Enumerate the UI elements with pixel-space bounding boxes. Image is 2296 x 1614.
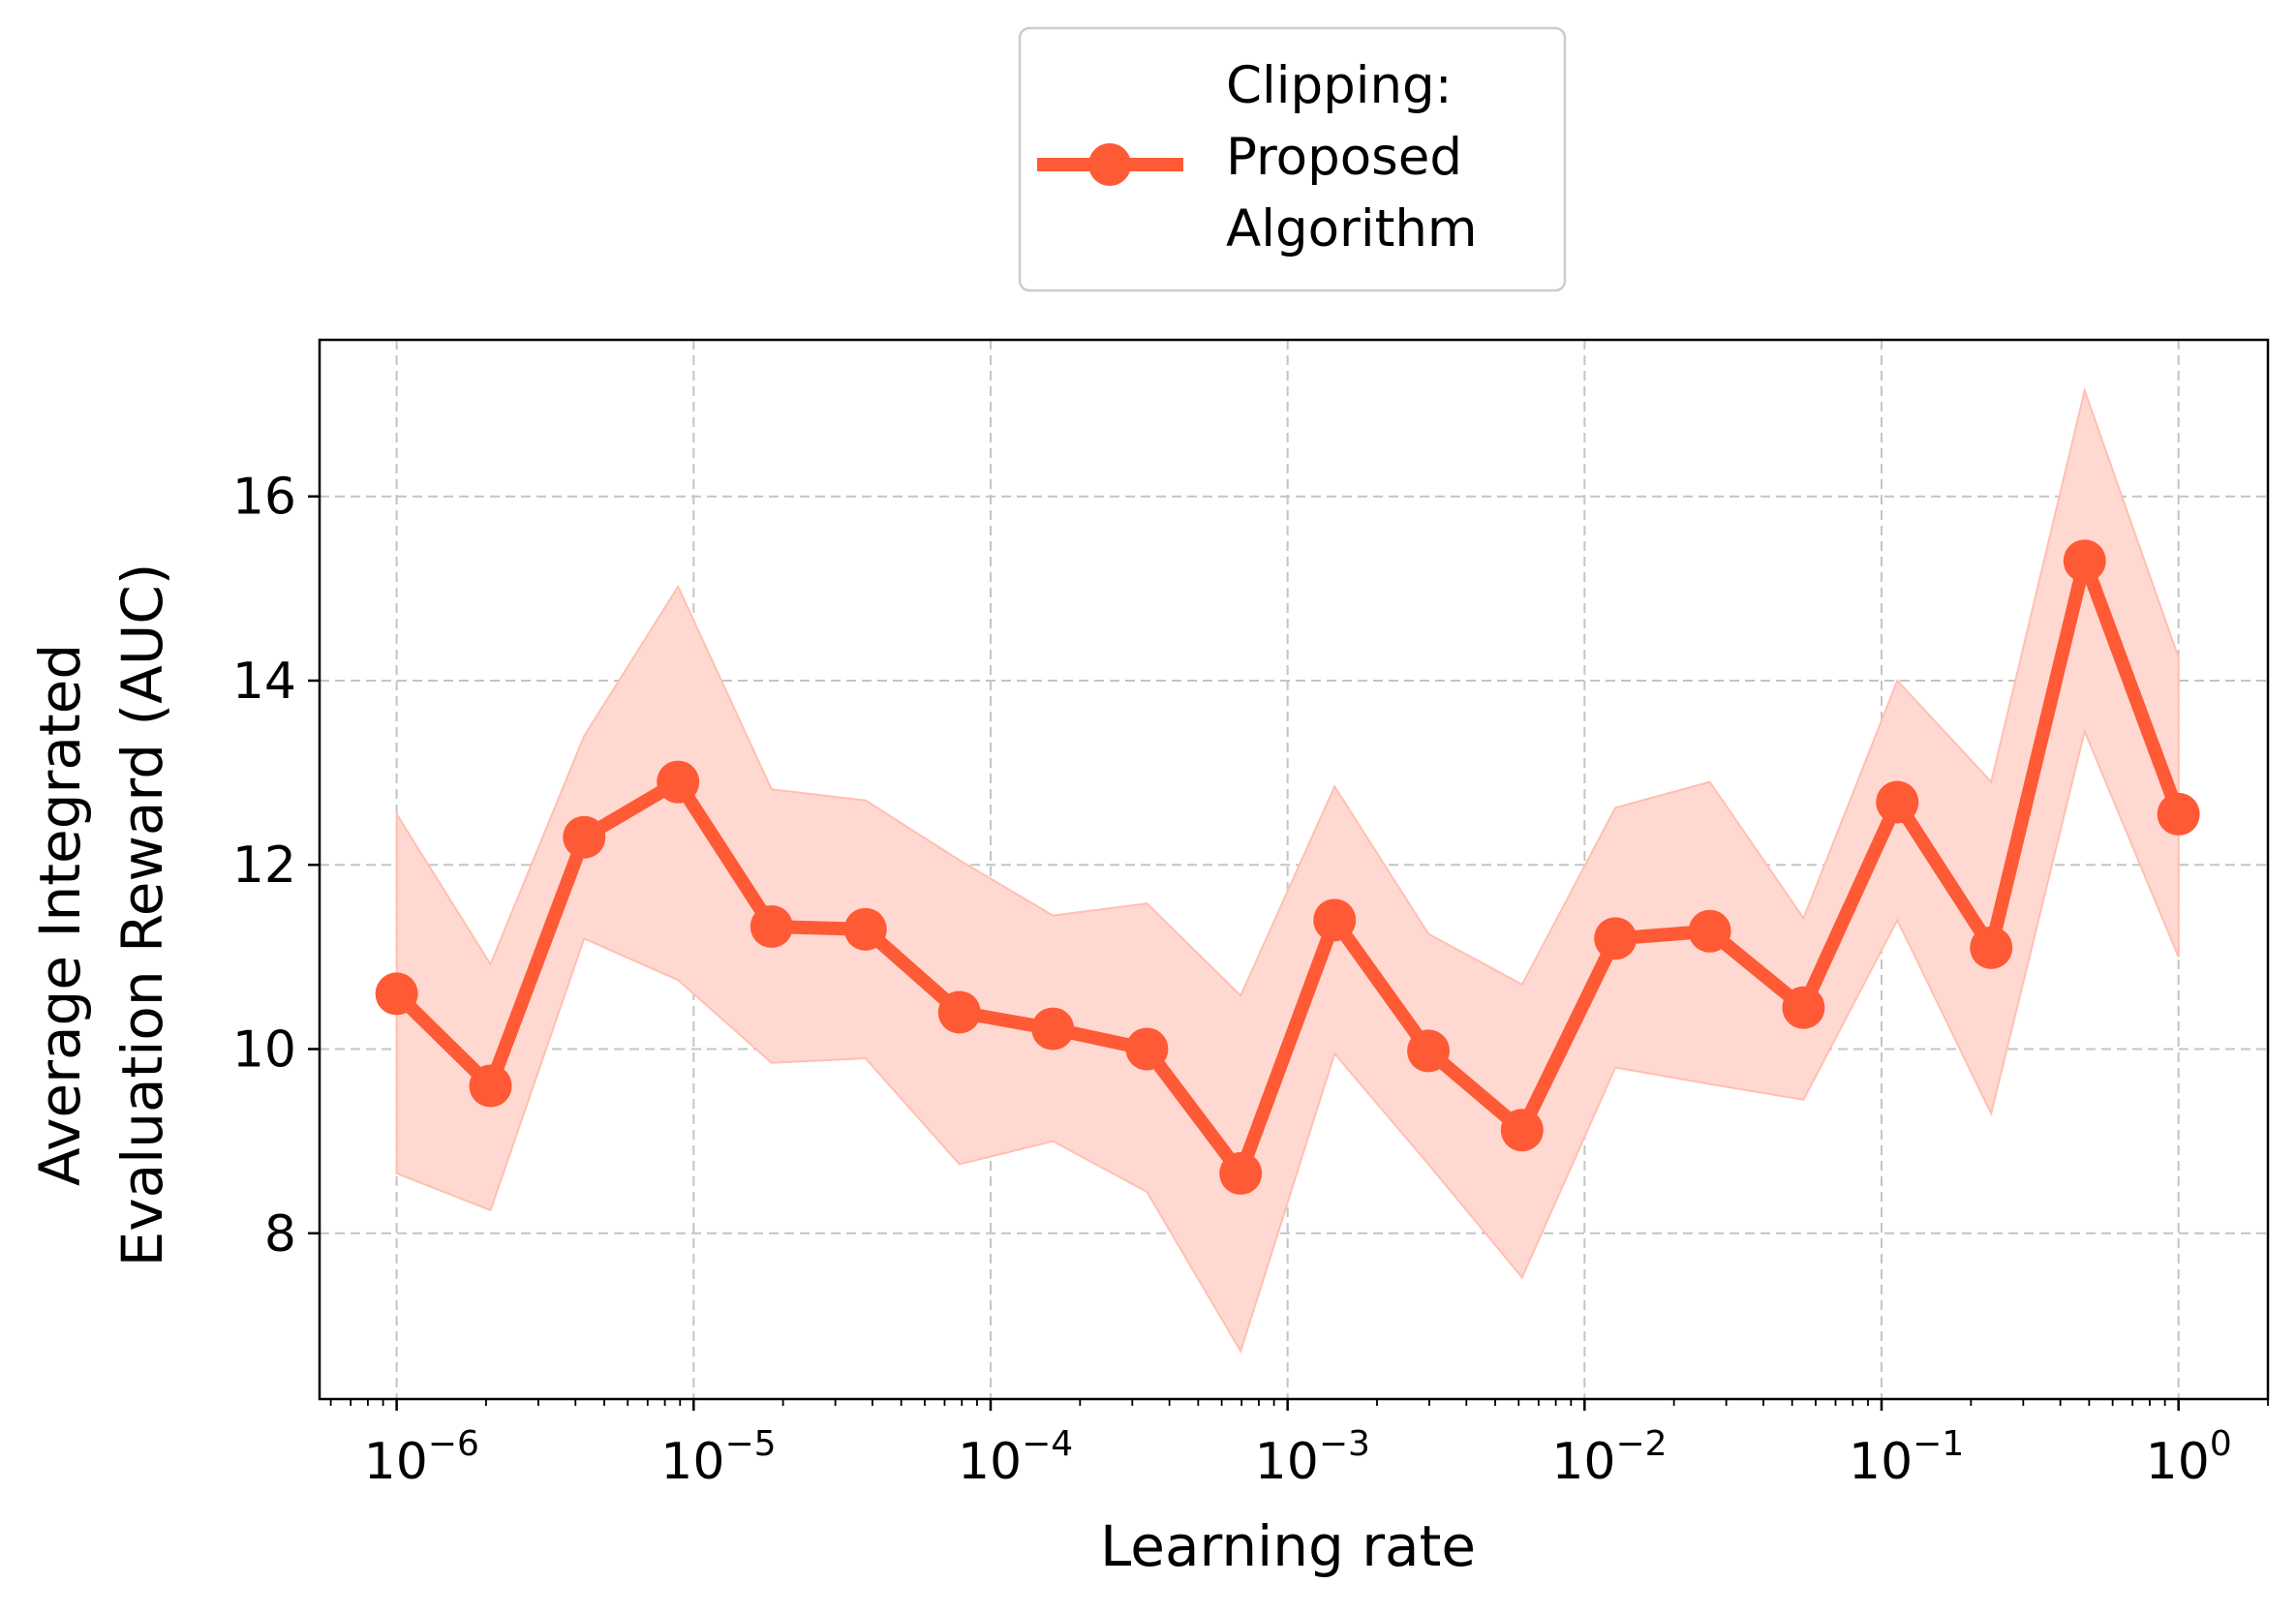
legend-title: Clipping: bbox=[1226, 56, 1453, 115]
confidence-band bbox=[395, 386, 2180, 1354]
x-axis-title: Learning rate bbox=[1100, 1513, 1476, 1579]
data-point-10 bbox=[1313, 898, 1357, 942]
data-point-2 bbox=[563, 815, 606, 859]
data-point-19 bbox=[2157, 792, 2200, 836]
plot-frame bbox=[318, 338, 2270, 1401]
data-point-11 bbox=[1407, 1029, 1451, 1073]
data-point-3 bbox=[657, 760, 700, 804]
legend-label-line-2: Algorithm bbox=[1226, 199, 1478, 259]
x-tick-label-6: 100 bbox=[2146, 1424, 2232, 1491]
x-tick-label-0: 10−6 bbox=[364, 1424, 479, 1491]
legend-label-line-1: Proposed bbox=[1226, 128, 1462, 187]
data-point-17 bbox=[1970, 926, 2013, 969]
y-axis-title: Average Integrated Evaluation Reward (AU… bbox=[27, 563, 175, 1267]
confidence-band-area bbox=[395, 386, 2180, 1354]
data-point-6 bbox=[937, 990, 981, 1034]
data-point-8 bbox=[1125, 1027, 1169, 1071]
data-point-1 bbox=[469, 1064, 512, 1108]
axis-ticks: 10−6 10−5 10−4 10−3 10−2 10−1 100 8 10 12 14 16 bbox=[232, 469, 2269, 1491]
legend-point-marker bbox=[1088, 143, 1131, 186]
y-tick-label-3: 14 bbox=[232, 653, 296, 711]
y-tick-label-0: 8 bbox=[264, 1205, 296, 1264]
x-tick-label-5: 10−1 bbox=[1849, 1424, 1964, 1491]
series-line-path bbox=[391, 554, 2186, 1180]
x-tick-label-2: 10−4 bbox=[958, 1424, 1073, 1491]
data-point-16 bbox=[1876, 780, 1919, 824]
data-point-13 bbox=[1594, 917, 1638, 960]
data-point-7 bbox=[1031, 1007, 1075, 1051]
data-point-15 bbox=[1782, 986, 1825, 1029]
x-tick-label-1: 10−5 bbox=[660, 1424, 776, 1491]
legend-box bbox=[1018, 26, 1567, 292]
y-axis-title-line-2: Evaluation Reward (AUC) bbox=[109, 563, 175, 1267]
y-tick-label-1: 10 bbox=[232, 1021, 296, 1080]
series-points bbox=[375, 539, 2200, 1195]
x-tick-label-4: 10−2 bbox=[1551, 1424, 1667, 1491]
data-point-14 bbox=[1688, 909, 1731, 953]
legend: Clipping: Proposed Algorithm bbox=[1018, 26, 1567, 292]
y-axis-title-line-1: Average Integrated bbox=[27, 644, 93, 1186]
y-tick-label-4: 16 bbox=[232, 469, 296, 527]
data-point-0 bbox=[375, 972, 418, 1016]
data-point-12 bbox=[1500, 1109, 1544, 1152]
x-tick-label-3: 10−3 bbox=[1255, 1424, 1370, 1491]
data-point-9 bbox=[1219, 1151, 1263, 1195]
series-line bbox=[391, 554, 2186, 1180]
y-tick-label-2: 12 bbox=[232, 837, 296, 895]
data-point-18 bbox=[2063, 539, 2106, 583]
data-point-5 bbox=[843, 907, 887, 951]
data-point-4 bbox=[750, 904, 793, 948]
